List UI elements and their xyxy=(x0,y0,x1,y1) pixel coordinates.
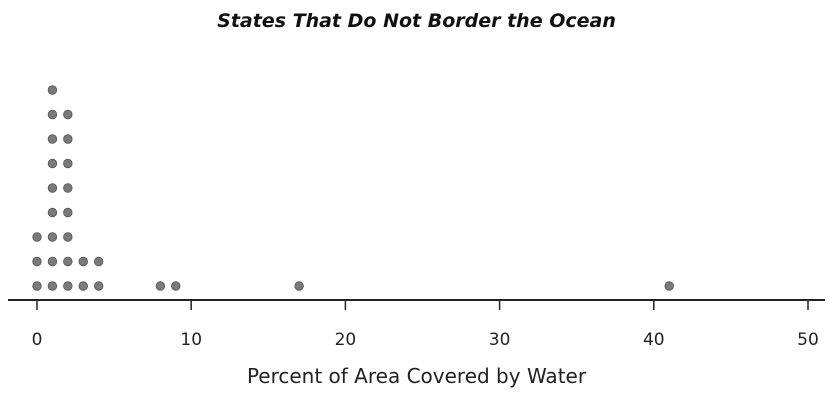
x-tick-label: 10 xyxy=(180,330,202,350)
data-dot xyxy=(664,281,674,291)
data-dot xyxy=(47,109,58,120)
data-dot xyxy=(47,256,58,267)
data-dot xyxy=(78,256,88,267)
data-dot xyxy=(63,183,73,193)
x-tick-label: 20 xyxy=(335,330,357,350)
data-dot xyxy=(63,207,73,218)
data-dot xyxy=(47,281,58,291)
data-dot xyxy=(171,281,181,291)
data-dot xyxy=(32,232,42,242)
dots-layer xyxy=(32,85,674,291)
data-dot xyxy=(63,109,73,120)
data-dot xyxy=(47,183,58,193)
x-tick-label: 40 xyxy=(643,330,665,350)
data-dot xyxy=(63,232,73,242)
data-dot xyxy=(63,158,73,169)
x-axis-label: Percent of Area Covered by Water xyxy=(246,364,587,388)
data-dot xyxy=(294,281,304,291)
data-dot xyxy=(63,134,73,144)
data-dot xyxy=(32,281,42,291)
data-dot xyxy=(47,85,58,95)
x-tick-label: 0 xyxy=(32,330,43,350)
data-dot xyxy=(47,207,58,218)
data-dot xyxy=(47,158,58,169)
chart-title: States That Do Not Border the Ocean xyxy=(217,10,616,32)
data-dot xyxy=(155,281,166,291)
data-dot xyxy=(63,281,73,291)
data-dot xyxy=(63,256,73,267)
data-dot xyxy=(47,134,58,144)
data-dot xyxy=(93,256,104,267)
x-axis-ticks: 0 10 20 30 40 50 xyxy=(32,300,819,350)
x-tick-label: 50 xyxy=(797,330,819,350)
data-dot xyxy=(47,232,58,242)
data-dot xyxy=(32,256,42,267)
data-dot xyxy=(78,281,88,291)
x-tick-label: 30 xyxy=(489,330,511,350)
data-dot xyxy=(93,281,104,291)
